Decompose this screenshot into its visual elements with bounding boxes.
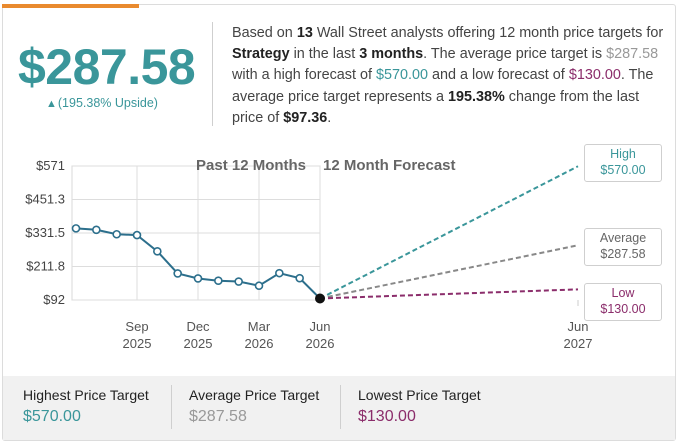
history-point — [234, 277, 243, 286]
x-tick-label: Dec — [186, 319, 210, 334]
history-point — [153, 247, 162, 256]
x-tick-label: 2025 — [184, 336, 213, 351]
history-point — [92, 225, 101, 235]
section-label-past: Past 12 Months — [196, 157, 306, 174]
history-point — [214, 276, 223, 285]
low-target-inline: $130.00 — [568, 67, 621, 84]
y-tick-label: $571 — [36, 158, 65, 173]
forecast-label-name: Low — [611, 286, 635, 300]
history-point — [71, 224, 81, 233]
up-arrow-icon: ▲ — [46, 98, 57, 110]
y-tick-label: $451.3 — [25, 191, 65, 206]
section-label-forecast: 12 Month Forecast — [323, 157, 456, 174]
last-price-point — [315, 293, 325, 304]
price-target-footer: Highest Price Target $570.00 Average Pri… — [3, 376, 675, 440]
history-point — [295, 273, 304, 283]
footer-average: Average Price Target $287.58 — [189, 386, 319, 428]
history-point — [193, 274, 203, 283]
x-tick-label: 2026 — [245, 336, 274, 351]
vertical-divider — [212, 22, 213, 126]
change-pct: 195.38% — [447, 88, 505, 105]
x-tick-label: Jun — [568, 319, 589, 334]
price-target-card — [2, 4, 676, 441]
history-point — [254, 281, 264, 291]
period: 3 months — [359, 46, 424, 63]
forecast-label-value: $287.58 — [600, 247, 646, 261]
history-point — [173, 269, 182, 278]
forecast-label-name: Average — [599, 231, 647, 245]
x-tick-label: Jun — [310, 319, 331, 334]
forecast-label-name: High — [610, 147, 636, 161]
y-tick-label: $211.8 — [26, 258, 65, 273]
footer-divider — [171, 385, 172, 429]
footer-highest: Highest Price Target $570.00 — [23, 386, 149, 428]
forecast-label-value: $570.00 — [600, 163, 646, 177]
company-name: Strategy — [232, 46, 290, 63]
price-target-chart: $571 $451.3 $331.5 $211.8 $92 Sep 2025 Dec 2025 M… — [25, 157, 593, 351]
y-tick-label: $92 — [43, 292, 65, 307]
x-tick-label: 2027 — [564, 336, 593, 351]
forecast-line-high — [319, 165, 579, 300]
average-price-target: $287.58 — [18, 39, 196, 95]
y-tick-label: $331.5 — [25, 225, 65, 240]
accent-bar — [2, 4, 139, 8]
high-target-inline: $570.00 — [375, 67, 429, 84]
forecast-label-value: $130.00 — [600, 302, 646, 316]
analyst-summary: Based on 13 Wall Street analysts offerin… — [232, 25, 664, 126]
highest-label: Highest Price Target — [23, 387, 149, 403]
lowest-label: Lowest Price Target — [358, 387, 481, 403]
average-label: Average Price Target — [189, 387, 320, 403]
upside-text: (195.38% Upside) — [57, 96, 158, 110]
x-tick-label: 2026 — [306, 336, 335, 351]
history-point — [275, 268, 284, 278]
upside-indicator: ▲(195.38% Upside) — [46, 96, 158, 110]
history-point — [132, 230, 142, 240]
highest-value: $570.00 — [23, 408, 81, 425]
history-point — [112, 229, 121, 239]
x-tick-label: Sep — [125, 319, 148, 334]
x-tick-label: Mar — [248, 319, 271, 334]
analyst-count: 13 — [296, 25, 313, 41]
avg-target-inline: $287.58 — [606, 46, 659, 63]
x-tick-label: 2025 — [123, 336, 152, 351]
lowest-value: $130.00 — [358, 408, 416, 425]
forecast-line-low — [319, 288, 579, 300]
last-price: $97.36 — [283, 109, 328, 126]
forecast-line-average — [319, 244, 579, 300]
forecast-label-high: High $570.00 — [584, 144, 662, 182]
average-value: $287.58 — [189, 408, 247, 425]
forecast-label-average: Average $287.58 — [584, 228, 662, 266]
footer-lowest: Lowest Price Target $130.00 — [358, 386, 481, 428]
forecast-label-low: Low $130.00 — [584, 283, 662, 321]
footer-divider — [340, 385, 341, 429]
